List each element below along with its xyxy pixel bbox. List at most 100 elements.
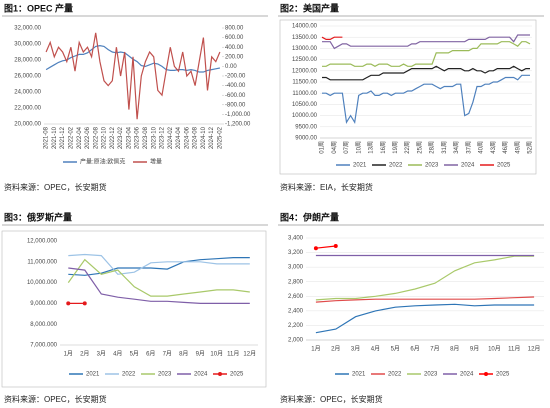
x-tick-label: 2021-10 — [52, 126, 58, 149]
y-tick-label: 14000.00 — [292, 24, 318, 30]
series-marker — [313, 246, 318, 251]
x-tick-label: 7月 — [163, 351, 172, 358]
x-tick-label: 2021-08 — [44, 126, 50, 149]
x-tick-label: 19周 — [392, 141, 399, 154]
x-tick-label: 2023-12 — [160, 126, 166, 149]
series-line — [322, 65, 530, 81]
y-tick-label: 24,000.00 — [14, 90, 41, 96]
y-tick-label: 3,400 — [288, 236, 304, 242]
legend-label: 2025 — [497, 163, 511, 169]
y-tick-label: 26,000.00 — [14, 74, 41, 80]
y-tick-label: 9,000.000 — [30, 301, 57, 307]
x-tick-label: 2月 — [80, 351, 89, 358]
series-line — [322, 41, 531, 67]
legend-label: 增量 — [150, 158, 162, 166]
y2-tick-label: -400.00 — [225, 83, 246, 89]
y2-tick-label: -1,000.00 — [225, 112, 251, 118]
x-tick-label: 40周 — [478, 141, 485, 154]
chart-frame — [279, 19, 537, 175]
x-tick-label: 07周 — [343, 141, 350, 154]
y-tick-label: 2,800 — [288, 279, 304, 285]
y2-tick-label: 600.00 — [225, 35, 244, 41]
x-tick-label: 6月 — [410, 346, 419, 353]
x-tick-label: 2024-04 — [176, 126, 182, 149]
y2-tick-label: 200.00 — [225, 54, 244, 60]
source-note: 资料来源：OPEC，长安期货 — [280, 394, 383, 404]
x-tick-label: 2月 — [331, 346, 340, 353]
legend-label: 2024 — [461, 163, 475, 169]
x-tick-label: 12月 — [528, 346, 541, 353]
legend-label: 2024 — [194, 372, 208, 378]
y2-tick-label: -200.00 — [225, 74, 246, 80]
y2-tick-label: 400.00 — [225, 45, 244, 51]
x-tick-label: 8月 — [450, 346, 459, 353]
x-tick-label: 3月 — [351, 346, 360, 353]
x-tick-label: 7月 — [430, 346, 439, 353]
legend-marker — [484, 372, 488, 376]
y2-tick-label: -600.00 — [225, 93, 246, 99]
legend-label: 2021 — [352, 372, 366, 378]
legend-label: 2022 — [389, 163, 403, 169]
x-tick-label: 2024-12 — [209, 126, 215, 149]
chart-title: 图4：伊朗产量 — [280, 211, 339, 222]
x-tick-label: 31周 — [441, 141, 448, 154]
x-tick-label: 34周 — [453, 141, 460, 154]
x-tick-label: 2024-08 — [193, 126, 199, 149]
y-tick-label: 9000.00 — [295, 136, 317, 142]
x-tick-label: 2024-10 — [201, 126, 207, 149]
chart-title: 图2：美国产量 — [280, 2, 339, 13]
series-marker — [333, 244, 338, 249]
x-tick-label: 2022-12 — [110, 126, 116, 149]
legend-label: 2022 — [122, 372, 136, 378]
y-tick-label: 12500.00 — [292, 57, 318, 63]
y2-tick-label: -1,200.00 — [225, 122, 251, 128]
x-tick-label: 3月 — [97, 351, 106, 358]
x-tick-label: 04周 — [331, 141, 338, 154]
x-tick-label: 22周 — [404, 141, 411, 154]
x-tick-label: 01周 — [319, 141, 326, 154]
y-tick-label: 10500.00 — [292, 102, 318, 108]
series-line — [322, 74, 530, 125]
x-tick-label: 52周 — [527, 141, 534, 154]
source-note: 资料来源：OPEC，长安期货 — [4, 394, 107, 404]
x-tick-label: 11月 — [227, 351, 239, 358]
series-marker — [66, 301, 71, 306]
legend-label: 2025 — [230, 372, 244, 378]
y-tick-label: 12,000.000 — [27, 239, 58, 245]
y-tick-label: 2,200 — [288, 323, 304, 329]
y2-tick-label: 800.00 — [225, 26, 244, 32]
x-tick-label: 10月 — [210, 351, 223, 358]
y-tick-label: 32,000.00 — [14, 26, 41, 32]
y2-tick-label: -800.00 — [225, 102, 246, 108]
y2-tick-label: 0.00 — [225, 64, 237, 70]
series-line — [68, 257, 250, 276]
y-tick-label: 13500.00 — [292, 35, 318, 41]
series-line — [67, 258, 250, 297]
y-tick-label: 9500.00 — [295, 124, 317, 130]
series-line — [315, 245, 336, 249]
y-tick-label: 2,600 — [288, 294, 304, 300]
x-tick-label: 10月 — [488, 346, 501, 353]
series-line — [68, 253, 250, 275]
x-tick-label: 6月 — [146, 351, 155, 358]
x-tick-label: 2022-02 — [68, 126, 74, 149]
source-note: 资料来源：OPEC，长安期货 — [4, 182, 107, 192]
x-tick-label: 10周 — [355, 141, 362, 154]
series-line — [315, 255, 535, 301]
legend-label: 产量:原油:欧佩克 — [80, 158, 125, 166]
y-tick-label: 7,000.000 — [30, 343, 57, 349]
legend-label: 2022 — [388, 372, 402, 378]
x-tick-label: 2022-10 — [102, 126, 108, 149]
x-tick-label: 8月 — [179, 351, 188, 358]
x-tick-label: 5月 — [130, 351, 139, 358]
x-tick-label: 1月 — [64, 351, 73, 358]
y-tick-label: 11,000.000 — [27, 259, 57, 265]
x-tick-label: 2023-06 — [135, 126, 141, 149]
x-tick-label: 4月 — [113, 351, 122, 358]
y-tick-label: 30,000.00 — [14, 42, 41, 48]
chart-title: 图1：OPEC 产量 — [4, 2, 73, 13]
x-tick-label: 5月 — [391, 346, 400, 353]
x-tick-label: 2023-02 — [118, 126, 124, 149]
legend-label: 2021 — [353, 163, 367, 169]
x-tick-label: 2023-08 — [143, 126, 149, 149]
